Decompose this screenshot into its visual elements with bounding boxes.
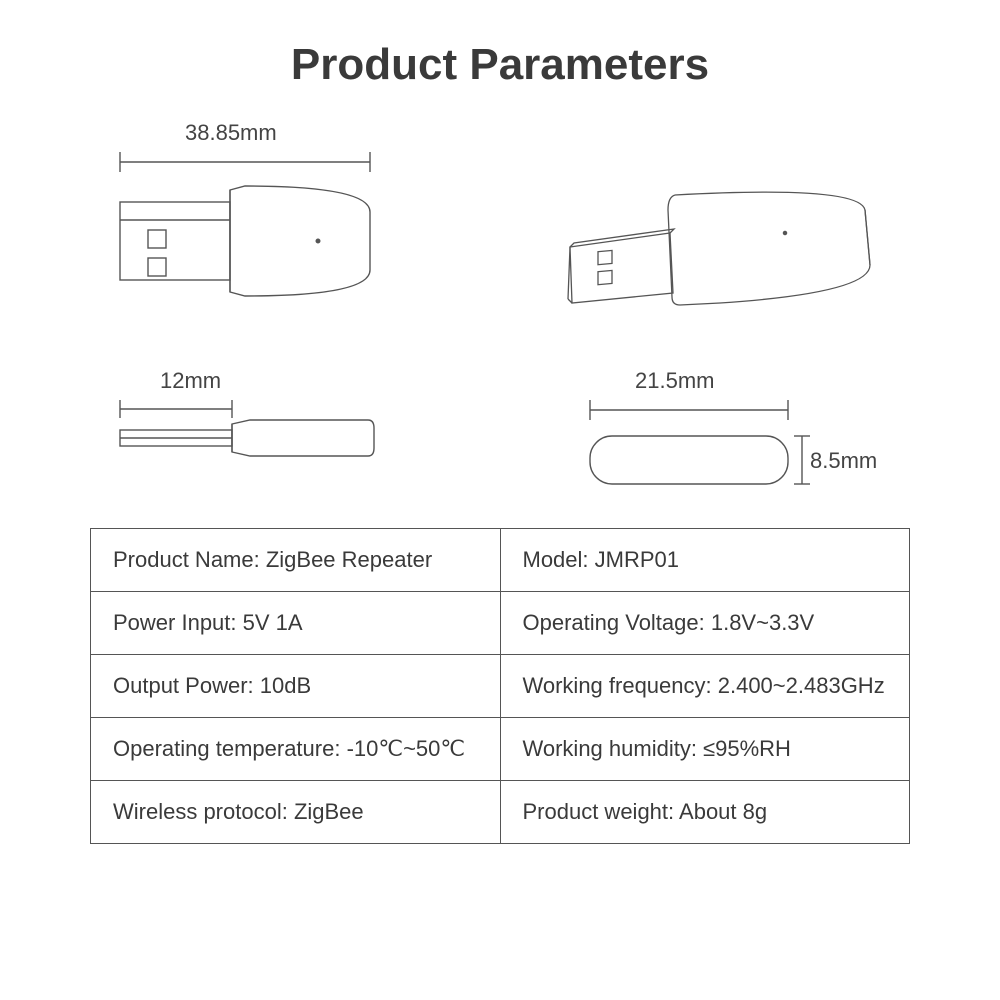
dim-body-width-label: 21.5mm [635,368,714,394]
spec-cell: Wireless protocol: ZigBee [91,781,501,844]
page-title: Product Parameters [90,40,910,90]
spec-cell: Operating Voltage: 1.8V~3.3V [500,592,910,655]
page-container: Product Parameters 38.85mm [0,0,1000,1000]
spec-cell: Operating temperature: -10℃~50℃ [91,718,501,781]
spec-cell: Output Power: 10dB [91,655,501,718]
table-row: Operating temperature: -10℃~50℃ Working … [91,718,910,781]
spec-cell: Model: JMRP01 [500,529,910,592]
diagram-end-view [570,392,890,502]
spec-cell: Working humidity: ≤95%RH [500,718,910,781]
table-row: Product Name: ZigBee Repeater Model: JMR… [91,529,910,592]
spec-cell: Product Name: ZigBee Repeater [91,529,501,592]
table-row: Output Power: 10dB Working frequency: 2.… [91,655,910,718]
diagram-side-view [90,392,420,492]
diagram-top-view [90,142,420,322]
diagram-perspective-view [560,175,890,345]
table-row: Wireless protocol: ZigBee Product weight… [91,781,910,844]
table-row: Power Input: 5V 1A Operating Voltage: 1.… [91,592,910,655]
spec-table: Product Name: ZigBee Repeater Model: JMR… [90,528,910,844]
spec-cell: Working frequency: 2.400~2.483GHz [500,655,910,718]
spec-cell: Product weight: About 8g [500,781,910,844]
diagram-area: 38.85mm [90,120,910,520]
spec-cell: Power Input: 5V 1A [91,592,501,655]
dim-usb-width-label: 12mm [160,368,221,394]
